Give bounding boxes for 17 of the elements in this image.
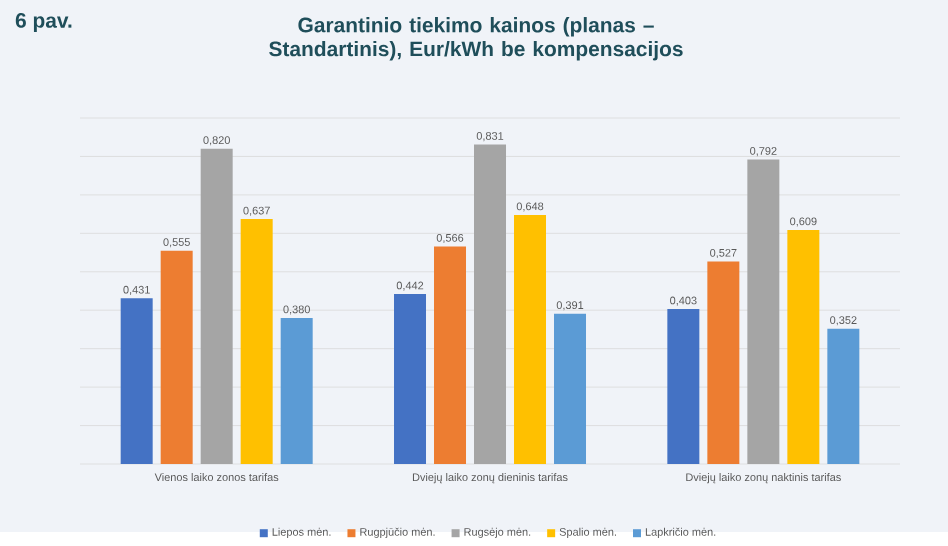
bar [434,246,467,464]
bar [554,313,587,464]
bar [160,250,193,464]
bar [514,214,547,464]
bar [707,261,740,464]
bar [280,317,313,464]
bar [787,229,820,464]
bar [827,328,860,464]
bar [747,159,780,464]
bar [394,293,427,464]
bar [240,218,273,464]
bar [474,144,507,464]
bar [120,297,153,464]
chart-title: Garantinio tiekimo kainos (planas – Standartinis), Eur/kWh be kompensacijos [269,16,683,61]
bar [200,148,233,464]
bar [667,308,700,464]
text: 6 pav. [15,12,72,32]
